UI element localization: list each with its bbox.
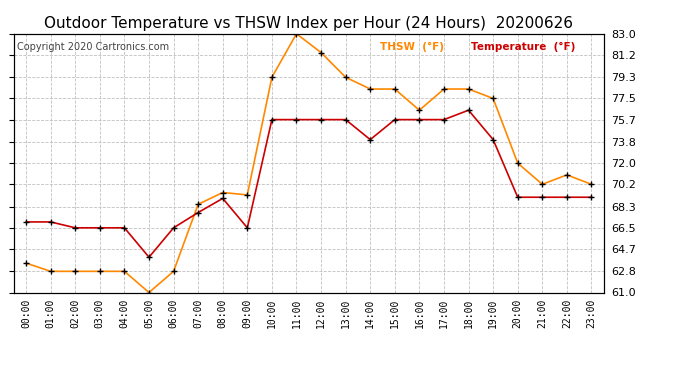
Text: Temperature  (°F): Temperature (°F) xyxy=(471,42,575,52)
Title: Outdoor Temperature vs THSW Index per Hour (24 Hours)  20200626: Outdoor Temperature vs THSW Index per Ho… xyxy=(44,16,573,31)
Text: Copyright 2020 Cartronics.com: Copyright 2020 Cartronics.com xyxy=(17,42,169,51)
Text: THSW  (°F): THSW (°F) xyxy=(380,42,444,52)
